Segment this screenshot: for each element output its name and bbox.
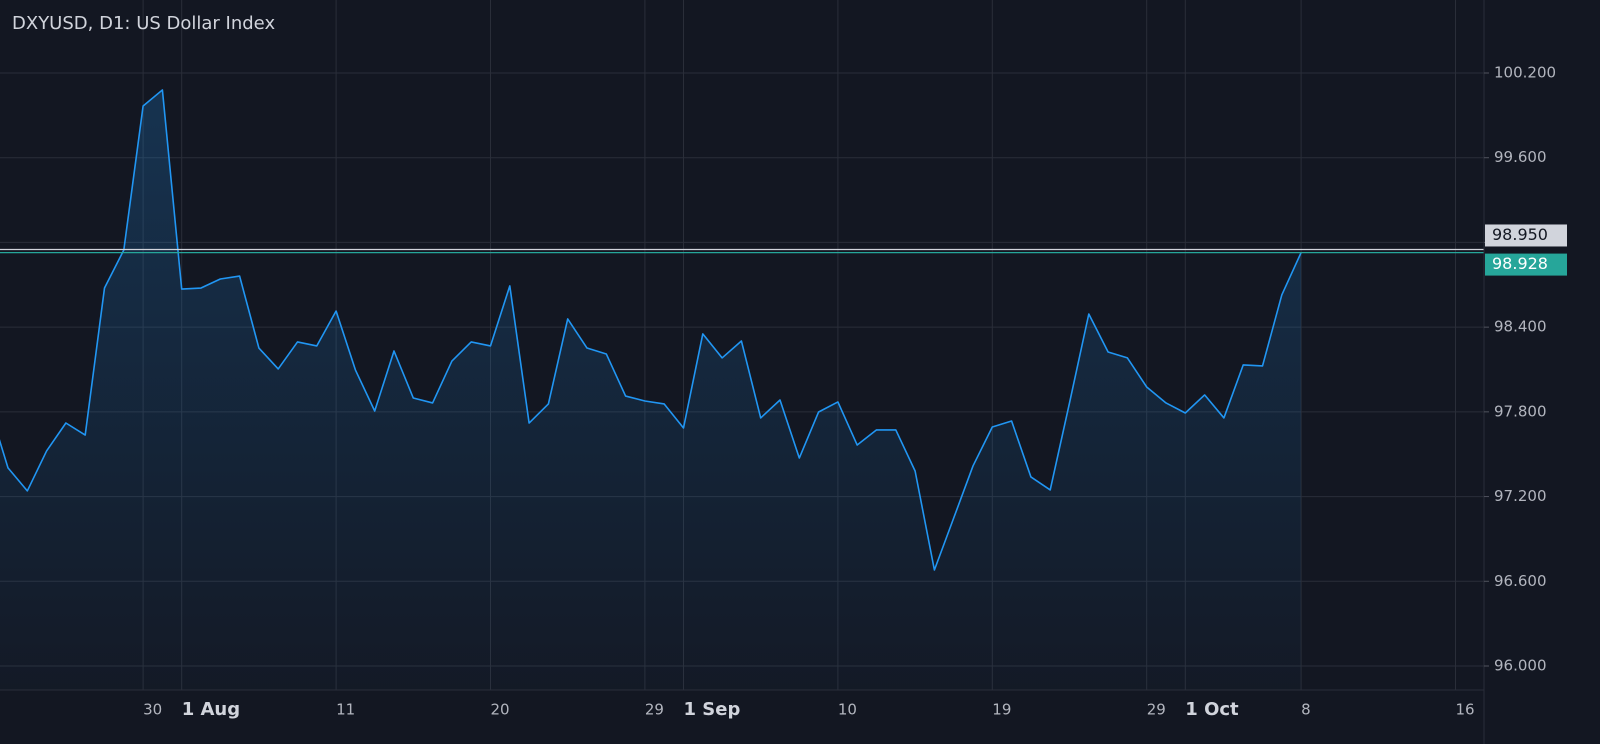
x-tick-label: 30 [143, 701, 162, 719]
x-tick-label: 19 [992, 701, 1011, 719]
price-label-box [1485, 253, 1567, 276]
x-tick-label: 20 [491, 701, 510, 719]
y-tick-label: 97.200 [1494, 487, 1547, 505]
x-tick-label: 1 Aug [182, 699, 240, 720]
price-label: 98.950 [1492, 225, 1548, 244]
y-tick-label: 100.200 [1494, 63, 1556, 81]
x-tick-label: 16 [1456, 701, 1475, 719]
plot-area [0, 89, 1484, 690]
y-tick-label: 98.400 [1494, 318, 1547, 336]
y-tick-label: 99.600 [1494, 148, 1547, 166]
x-tick-label: 29 [645, 701, 664, 719]
x-tick-label: 10 [838, 701, 857, 719]
y-tick-label: 97.800 [1494, 402, 1547, 420]
x-tick-label: 29 [1147, 701, 1166, 719]
chart-title: DXYUSD, D1: US Dollar Index [12, 13, 275, 34]
area-fill [0, 89, 1302, 690]
y-tick-label: 96.000 [1494, 656, 1547, 674]
x-tick-label: 11 [336, 701, 355, 719]
x-tick-label: 1 Sep [684, 699, 741, 720]
price-label-box [1485, 224, 1567, 247]
y-tick-label: 96.600 [1494, 572, 1547, 590]
price-label: 98.928 [1492, 254, 1548, 273]
x-tick-label: 8 [1301, 701, 1311, 719]
price-line [0, 89, 1302, 571]
axes: 96.000 96.600 97.200 97.800 98.400 99.600 100.… [143, 63, 1567, 720]
x-tick-label: 1 Oct [1185, 699, 1239, 720]
